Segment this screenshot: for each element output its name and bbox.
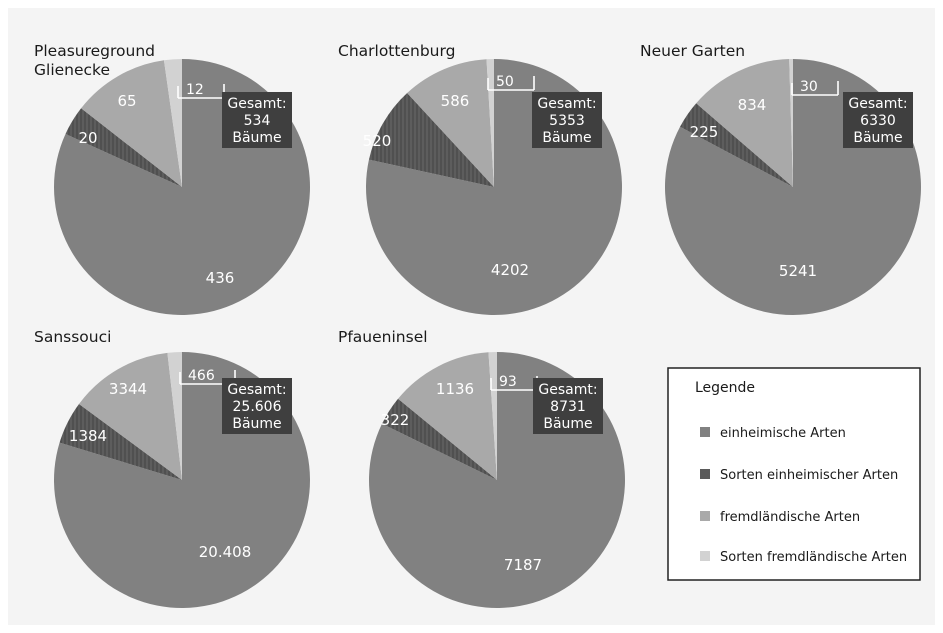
pie-slice-fremd — [398, 352, 497, 480]
total-box — [222, 92, 292, 148]
pie-title: Glienecke — [34, 61, 110, 79]
value-label: 1136 — [436, 380, 474, 398]
total-label: 5353 — [549, 113, 585, 129]
pie-slice-sorten-einheimisch — [680, 103, 793, 187]
legend-swatch-sorten-einheimisch — [700, 469, 710, 479]
value-label: 1384 — [69, 427, 107, 445]
value-label: 436 — [206, 269, 235, 287]
total-label: Gesamt: — [538, 382, 597, 398]
total-label: 534 — [244, 113, 271, 129]
total-box — [533, 378, 603, 434]
total-label: Gesamt: — [848, 96, 907, 112]
value-label: 586 — [441, 92, 470, 110]
total-label: Bäume — [543, 416, 592, 432]
value-label: 30 — [800, 79, 818, 95]
pie-title: Pfaueninsel — [338, 328, 428, 346]
total-label: Gesamt: — [227, 382, 286, 398]
total-label: Gesamt: — [537, 96, 596, 112]
total-label: Bäume — [232, 130, 281, 146]
pie-slice-fremd — [407, 59, 494, 187]
legend-swatch-sorten-fremd — [700, 551, 710, 561]
value-label: 20.408 — [199, 543, 252, 561]
pie-chart-2: Charlottenburg 4202 520 586 50 Gesamt:5353Bäu… — [338, 42, 622, 315]
pie-slice-sorten-fremd — [167, 352, 182, 480]
pie-slice-fremd — [81, 60, 182, 187]
legend-swatch-einheimisch — [700, 427, 710, 437]
value-label: 12 — [186, 82, 204, 98]
value-bracket — [791, 81, 839, 96]
total-label: Gesamt: — [227, 96, 286, 112]
pie-slice-fremd — [79, 352, 182, 480]
value-label: 7187 — [504, 556, 542, 574]
pie-slice-fremd — [696, 59, 793, 188]
value-label: 466 — [188, 368, 215, 384]
value-label: 834 — [738, 96, 767, 114]
value-label: 5241 — [779, 262, 817, 280]
value-label: 520 — [363, 132, 392, 150]
pie-slice-sorten-einheimisch — [368, 92, 494, 187]
value-label: 322 — [381, 411, 410, 429]
total-label: 6330 — [860, 113, 896, 129]
pie-slice-sorten-fremd — [486, 59, 494, 187]
pie-chart-4: Sanssouci 20.408 1384 3344 466 Gesamt:25.606B… — [34, 328, 310, 608]
legend-title: Legende — [695, 380, 755, 396]
total-label: Bäume — [853, 130, 902, 146]
legend-label-fremd: fremdländische Arten — [720, 510, 860, 525]
value-label: 65 — [117, 92, 136, 110]
total-label: Bäume — [542, 130, 591, 146]
value-label: 50 — [496, 74, 514, 90]
value-label: 225 — [690, 123, 719, 141]
total-label: 25.606 — [233, 399, 282, 415]
total-box — [532, 92, 602, 148]
pie-slice-sorten-einheimisch — [382, 398, 497, 480]
pie-slice-sorten-einheimisch — [59, 404, 182, 480]
value-label: 20 — [78, 129, 97, 147]
legend-label-sorten-einheimisch: Sorten einheimischer Arten — [720, 468, 898, 483]
legend-label-einheimisch: einheimische Arten — [720, 426, 846, 441]
legend: Legende einheimische Arten Sorten einhei… — [667, 367, 921, 581]
legend-label-sorten-fremd: Sorten fremdländische Arten — [720, 550, 907, 565]
total-label: 8731 — [550, 399, 586, 415]
total-box — [222, 378, 292, 434]
total-box — [843, 92, 913, 148]
total-label: Bäume — [232, 416, 281, 432]
pie-title: Neuer Garten — [640, 42, 745, 60]
value-label: 4202 — [491, 261, 529, 279]
value-label: 93 — [499, 374, 517, 390]
pie-title: Sanssouci — [34, 328, 111, 346]
pie-slice-sorten-einheimisch — [65, 108, 182, 187]
value-bracket — [487, 76, 535, 91]
pie-title: Charlottenburg — [338, 42, 455, 60]
legend-swatch-fremd — [700, 511, 710, 521]
value-label: 3344 — [109, 380, 147, 398]
pie-title: Pleasureground — [34, 42, 155, 60]
